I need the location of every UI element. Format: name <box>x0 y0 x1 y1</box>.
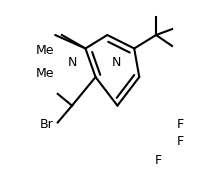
Text: F: F <box>176 135 183 148</box>
Text: N: N <box>68 56 78 69</box>
Text: N: N <box>112 56 121 69</box>
Text: Me: Me <box>36 45 54 57</box>
Text: Me: Me <box>36 67 54 80</box>
Text: Br: Br <box>40 119 53 131</box>
Text: F: F <box>176 119 183 131</box>
Text: F: F <box>155 154 162 167</box>
